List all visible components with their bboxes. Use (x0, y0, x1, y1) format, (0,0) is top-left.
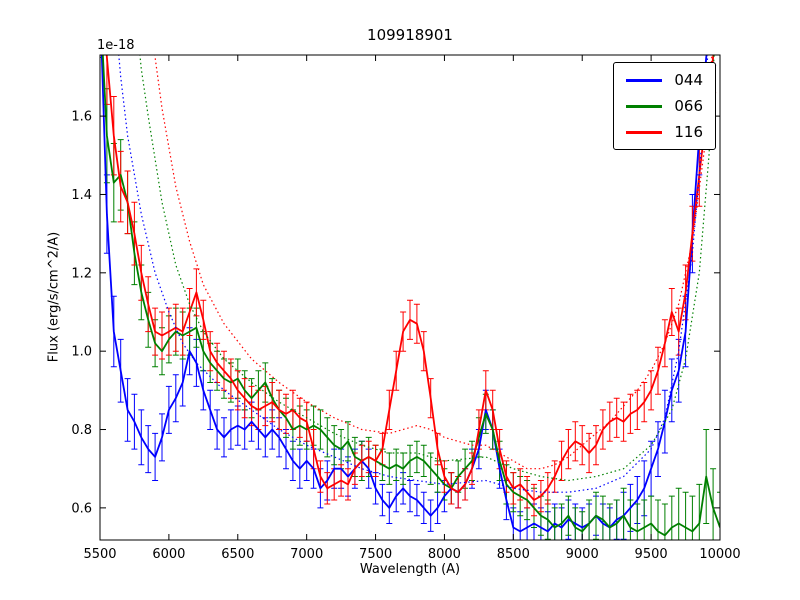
x-tick-label: 5500 (83, 547, 116, 562)
x-tick-label: 8500 (497, 547, 530, 562)
x-tick-label: 9500 (635, 547, 668, 562)
axes-frame (99, 54, 721, 541)
y-tick-label: 1.0 (71, 345, 92, 360)
legend-label-044: 044 (674, 71, 703, 89)
legend-entry-066: 066 (626, 97, 703, 115)
legend-entry-044: 044 (626, 71, 703, 89)
series-layer (100, 55, 720, 540)
y-tick-label: 0.6 (71, 501, 92, 516)
series-044-line (100, 55, 708, 533)
x-tick-label: 7500 (359, 547, 392, 562)
y-tick-label: 1.2 (71, 266, 92, 281)
model-066-dotted-line (139, 55, 715, 482)
legend-line-swatch-044 (626, 78, 663, 82)
legend-line-swatch-066 (626, 104, 663, 108)
legend-line-swatch-116 (626, 130, 663, 134)
x-tick-label: 10000 (699, 547, 740, 562)
legend: 044 066 116 (613, 62, 716, 150)
series-116-line (105, 55, 715, 501)
y-axis-offset-label: 1e-18 (97, 38, 135, 53)
legend-label-066: 066 (674, 97, 703, 115)
tick-marks (99, 55, 721, 540)
tick-labels: 5500 6000 6500 7000 7500 8000 8500 9000 9500 1000… (71, 110, 740, 562)
x-tick-label: 7000 (290, 547, 323, 562)
x-axis-label: Wavelength (A) (359, 562, 461, 577)
x-tick-label: 6000 (152, 547, 185, 562)
legend-label-116: 116 (674, 123, 703, 141)
legend-entry-116: 116 (626, 123, 703, 141)
series-066-line (101, 55, 720, 537)
y-tick-label: 1.6 (71, 110, 92, 125)
chart-title: 109918901 (367, 26, 453, 44)
x-tick-label: 8000 (428, 547, 461, 562)
x-tick-label: 6500 (221, 547, 254, 562)
x-tick-label: 9000 (566, 547, 599, 562)
y-tick-label: 1.4 (71, 188, 92, 203)
y-tick-label: 0.8 (71, 423, 92, 438)
model-116-dotted-line (154, 55, 713, 470)
